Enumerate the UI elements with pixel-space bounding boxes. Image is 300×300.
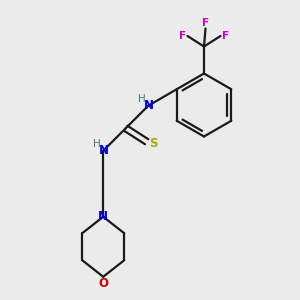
Text: F: F <box>202 18 209 28</box>
Text: N: N <box>98 210 108 223</box>
Text: N: N <box>144 99 154 112</box>
Text: H: H <box>138 94 146 104</box>
Text: N: N <box>99 144 109 157</box>
Text: O: O <box>98 277 108 290</box>
Text: H: H <box>93 139 101 149</box>
Text: S: S <box>149 137 158 150</box>
Text: F: F <box>178 31 186 41</box>
Text: F: F <box>222 31 230 41</box>
